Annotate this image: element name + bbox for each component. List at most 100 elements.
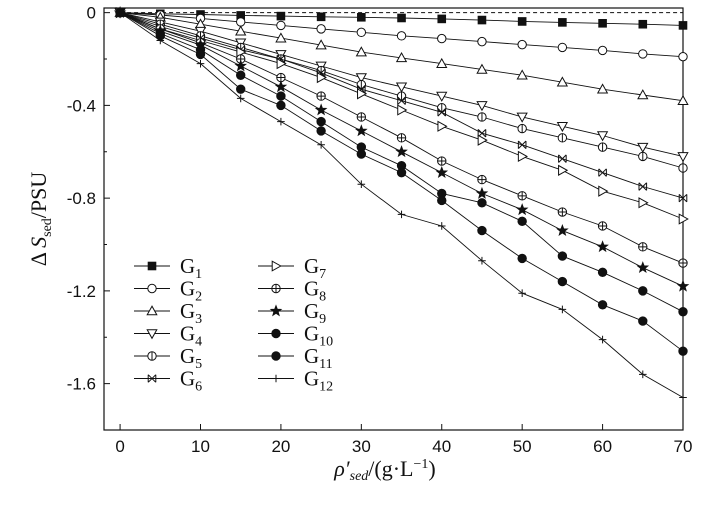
data-point-g11 (356, 149, 367, 159)
data-point-g9 (475, 186, 489, 199)
data-point-g11 (195, 49, 206, 60)
data-point-g9 (435, 165, 449, 178)
data-point-g2 (396, 31, 407, 41)
data-point-g10 (678, 307, 688, 317)
data-point-g12 (437, 222, 446, 230)
legend-label: G10 (304, 322, 333, 350)
data-point-g10 (356, 142, 367, 152)
data-point-g12 (558, 305, 567, 314)
data-point-g11 (236, 84, 246, 94)
y-tick-label: -1.6 (67, 375, 96, 394)
data-point-g11 (396, 167, 407, 178)
legend-marker (147, 374, 157, 383)
data-point-g8 (517, 191, 527, 201)
data-point-g10 (477, 198, 487, 208)
data-point-g12 (196, 59, 205, 68)
data-point-g8 (437, 156, 447, 166)
data-point-g9 (596, 240, 609, 253)
y-tick-label: 0 (87, 4, 96, 23)
data-point-g2 (597, 45, 608, 56)
data-point-g9 (314, 103, 328, 116)
data-point-g3 (275, 32, 287, 43)
data-point-g11 (437, 195, 447, 206)
data-point-g6 (558, 154, 567, 163)
data-point-g3 (395, 52, 408, 63)
data-point-g2 (638, 49, 648, 59)
data-point-g10 (557, 251, 568, 261)
data-point-g2 (236, 17, 246, 27)
data-point-g8 (276, 72, 286, 83)
x-tick-label: 60 (593, 437, 612, 456)
data-point-g7 (316, 71, 327, 84)
data-point-g9 (676, 279, 690, 292)
data-point-g1 (276, 11, 286, 21)
data-point-g1 (316, 12, 326, 22)
data-point-g11 (597, 300, 608, 310)
x-tick-label: 0 (115, 437, 124, 456)
data-point-g3 (637, 89, 649, 100)
data-point-g11 (477, 225, 487, 236)
data-point-g3 (355, 46, 367, 57)
legend-marker (272, 374, 280, 383)
data-point-g3 (476, 63, 488, 74)
data-point-g8 (638, 242, 648, 252)
data-point-g3 (235, 25, 247, 36)
data-point-g5 (638, 151, 648, 162)
data-point-g9 (515, 203, 529, 216)
data-point-g9 (636, 261, 650, 274)
data-point-g6 (517, 140, 527, 149)
x-tick-label: 30 (352, 437, 371, 456)
data-point-g4 (436, 91, 448, 102)
data-point-g12 (397, 210, 406, 219)
y-tick-label: -0.8 (67, 189, 96, 208)
data-point-g9 (355, 124, 368, 137)
data-point-g6 (276, 54, 286, 64)
data-point-g5 (517, 123, 527, 134)
data-point-g12 (277, 117, 285, 126)
data-point-g12 (236, 94, 245, 103)
data-point-g4 (476, 101, 488, 112)
data-point-g5 (437, 103, 447, 113)
legend-marker (147, 283, 157, 294)
data-point-g6 (477, 129, 487, 138)
data-point-g7 (397, 104, 408, 116)
x-tick-label: 40 (432, 437, 451, 456)
data-point-g12 (116, 8, 124, 17)
data-point-g9 (234, 59, 248, 72)
data-point-g1 (598, 19, 607, 28)
data-point-g1 (678, 21, 688, 30)
data-point-g6 (397, 96, 406, 105)
data-point-g8 (477, 174, 487, 185)
data-point-g4 (395, 82, 408, 93)
data-point-g12 (156, 36, 165, 45)
legend-marker (147, 261, 157, 271)
legend-marker (146, 305, 158, 316)
legend-marker (271, 283, 281, 294)
data-point-g3 (596, 83, 609, 94)
y-tick-label: -0.4 (67, 96, 96, 115)
legend-marker (269, 304, 283, 317)
data-point-g7 (517, 150, 528, 163)
data-point-g8 (316, 91, 326, 101)
data-point-g2 (356, 27, 367, 38)
data-point-g7 (477, 134, 488, 146)
data-point-g5 (557, 133, 568, 143)
data-point-g10 (276, 91, 286, 101)
data-point-g9 (274, 80, 288, 93)
series-line-g11 (119, 12, 684, 352)
data-point-g5 (396, 91, 407, 101)
data-point-g4 (596, 131, 609, 142)
data-point-g11 (517, 253, 527, 264)
data-point-g4 (516, 112, 528, 123)
data-point-g1 (558, 18, 567, 27)
y-axis-title: Δ Ssed/PSU (26, 172, 55, 267)
legend-marker (271, 260, 282, 272)
data-point-g2 (437, 33, 447, 44)
data-point-g11 (557, 276, 568, 287)
data-point-g2 (316, 24, 326, 34)
data-point-g2 (517, 39, 527, 50)
data-point-g4 (556, 121, 569, 133)
data-point-g7 (678, 213, 689, 225)
